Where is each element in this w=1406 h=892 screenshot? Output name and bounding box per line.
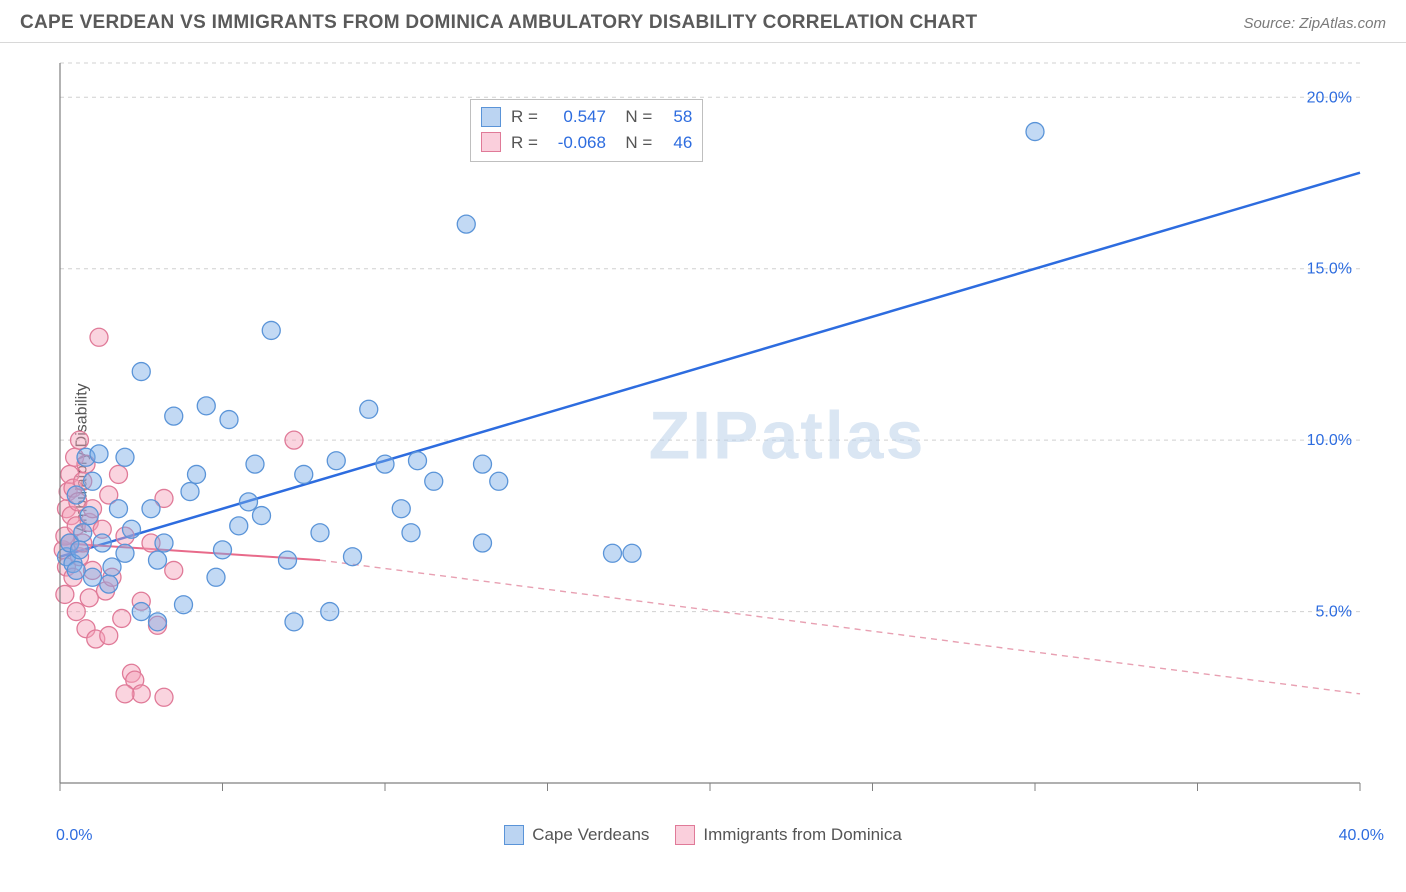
series-legend: Cape Verdeans Immigrants from Dominica [0, 825, 1406, 845]
swatch-pink [675, 825, 695, 845]
scatter-plot-svg: 5.0% 10.0% 15.0% 20.0% ZIPatlas [50, 53, 1390, 833]
legend-label-pink: Immigrants from Dominica [703, 825, 901, 845]
svg-text:10.0%: 10.0% [1307, 432, 1352, 449]
svg-text:5.0%: 5.0% [1316, 604, 1352, 621]
correlation-stats-legend: R = 0.547 N = 58 R = -0.068 N = 46 [470, 99, 703, 162]
r-value-blue: 0.547 [548, 104, 606, 130]
source-attribution: Source: ZipAtlas.com [1243, 15, 1386, 32]
swatch-blue [481, 107, 501, 127]
x-axis-max-label: 40.0% [1339, 827, 1384, 845]
n-value-blue: 58 [662, 104, 692, 130]
chart-title: CAPE VERDEAN VS IMMIGRANTS FROM DOMINICA… [20, 12, 977, 34]
n-label: N = [616, 104, 652, 130]
legend-label-blue: Cape Verdeans [532, 825, 649, 845]
n-value-pink: 46 [662, 130, 692, 156]
swatch-pink [481, 132, 501, 152]
stats-row-blue: R = 0.547 N = 58 [481, 104, 692, 130]
n-label: N = [616, 130, 652, 156]
x-axis-min-label: 0.0% [56, 827, 92, 845]
svg-text:ZIPatlas: ZIPatlas [649, 398, 926, 474]
swatch-blue [504, 825, 524, 845]
stats-row-pink: R = -0.068 N = 46 [481, 130, 692, 156]
legend-item-pink: Immigrants from Dominica [675, 825, 901, 845]
r-label: R = [511, 130, 538, 156]
chart-area: Ambulatory Disability 5.0%10.0%15.0%20.0… [0, 43, 1406, 873]
svg-text:15.0%: 15.0% [1307, 261, 1352, 278]
legend-item-blue: Cape Verdeans [504, 825, 649, 845]
r-label: R = [511, 104, 538, 130]
r-value-pink: -0.068 [548, 130, 606, 156]
svg-text:20.0%: 20.0% [1307, 89, 1352, 106]
